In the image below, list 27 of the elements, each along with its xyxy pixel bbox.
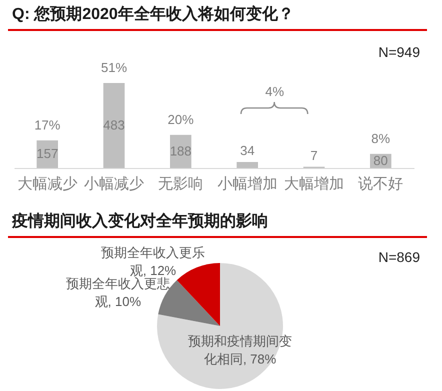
data-label: 188	[170, 143, 192, 158]
chart-title: 疫情期间收入变化对全年预期的影响	[8, 207, 427, 238]
data-label: 34	[240, 143, 255, 158]
chart-title: Q: 您预期2020年全年收入将如何变化？	[8, 0, 427, 31]
annotation: 8%	[371, 130, 390, 146]
annotation: 4%	[265, 84, 284, 100]
text: N=869	[378, 249, 420, 265]
slice-label: 预期全年收入更悲观, 10%	[66, 276, 170, 309]
x-tick-label: 大幅减少	[17, 176, 78, 192]
slice-label: 预期全年收入更乐观, 12%	[101, 244, 205, 278]
x-tick-label: 大幅增加	[284, 176, 344, 192]
x-tick-label: 小幅增加	[217, 176, 278, 192]
slice-label: 预期和疫情期间变化相同, 78%	[188, 333, 292, 366]
x-tick-label: 小幅减少	[84, 176, 144, 192]
bar	[236, 162, 258, 168]
data-label: 80	[373, 152, 388, 168]
annotation: 20%	[168, 112, 194, 127]
data-label: 483	[103, 117, 125, 132]
data-label: 7	[310, 148, 318, 163]
annotation: 51%	[100, 60, 128, 75]
text: N=949	[378, 44, 420, 60]
x-tick-label: 无影响	[158, 176, 204, 192]
bar	[103, 82, 125, 168]
pie-slice	[176, 263, 220, 326]
annotation: 17%	[34, 117, 61, 132]
data-label: 157	[36, 146, 58, 162]
x-tick-label: 说不好	[358, 176, 404, 192]
